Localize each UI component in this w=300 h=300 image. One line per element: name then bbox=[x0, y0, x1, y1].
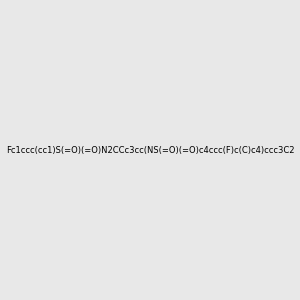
Text: Fc1ccc(cc1)S(=O)(=O)N2CCc3cc(NS(=O)(=O)c4ccc(F)c(C)c4)ccc3C2: Fc1ccc(cc1)S(=O)(=O)N2CCc3cc(NS(=O)(=O)c… bbox=[6, 146, 294, 154]
